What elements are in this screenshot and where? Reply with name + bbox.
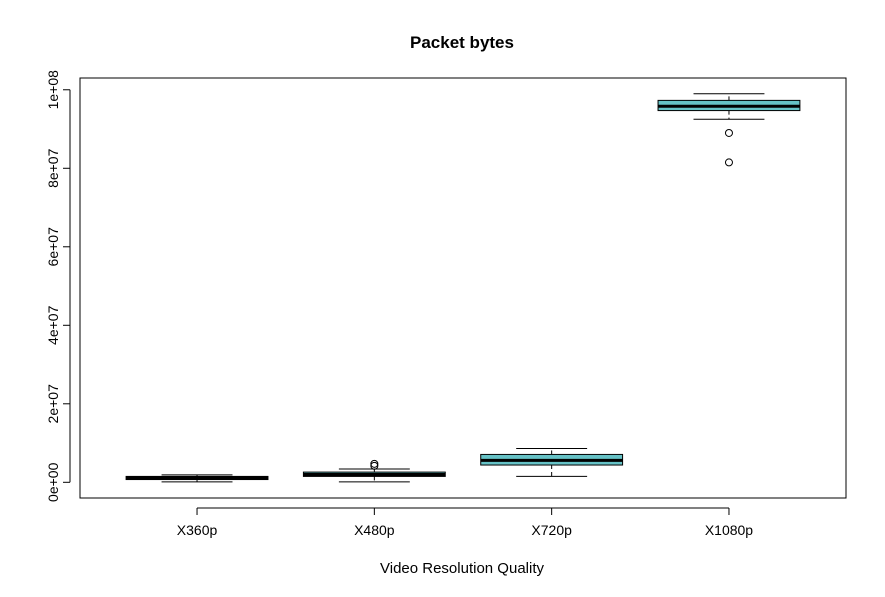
x-axis: X360p X480p X720p X1080p (177, 507, 753, 538)
outlier-point (370, 459, 379, 468)
box-X1080p (657, 93, 801, 167)
x-tick-label: X720p (531, 522, 572, 538)
plot-frame (79, 77, 847, 499)
y-tick-label: 1e+08 (45, 70, 61, 110)
x-tick-label: X1080p (705, 522, 753, 538)
outlier-point (724, 158, 733, 167)
box-X480p (302, 459, 446, 483)
outlier-point (370, 461, 379, 470)
box-X720p (480, 448, 624, 477)
outlier-point (724, 128, 733, 137)
box-X360p (125, 474, 269, 483)
y-tick-label: 6e+07 (45, 227, 61, 267)
x-axis-label: Video Resolution Quality (380, 560, 544, 577)
y-tick-label: 4e+07 (45, 305, 61, 345)
chart-title: Packet bytes (410, 33, 514, 52)
y-tick-label: 2e+07 (45, 384, 61, 424)
x-tick-label: X480p (354, 522, 395, 538)
y-axis: 0e+00 2e+07 4e+07 6e+07 8e+07 1e+08 (45, 70, 71, 502)
y-tick-label: 0e+00 (45, 462, 61, 502)
boxes-group (125, 93, 801, 483)
y-tick-label: 8e+07 (45, 148, 61, 188)
x-tick-label: X360p (177, 522, 218, 538)
